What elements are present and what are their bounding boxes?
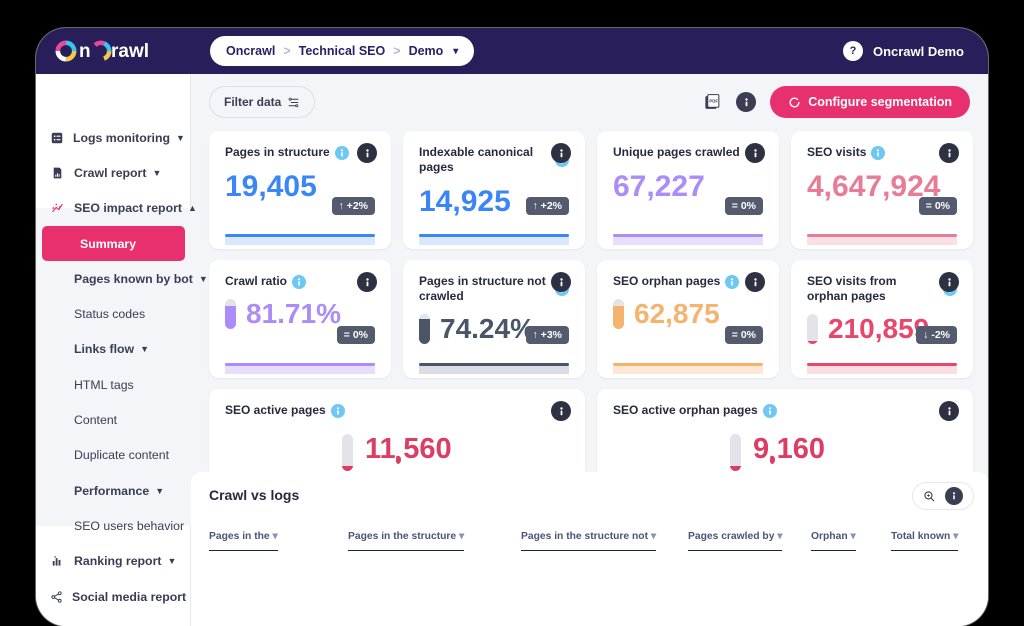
svg-text:n: n [79, 41, 91, 62]
svg-text:PDF: PDF [709, 98, 718, 103]
svg-text:rawl: rawl [111, 41, 149, 62]
